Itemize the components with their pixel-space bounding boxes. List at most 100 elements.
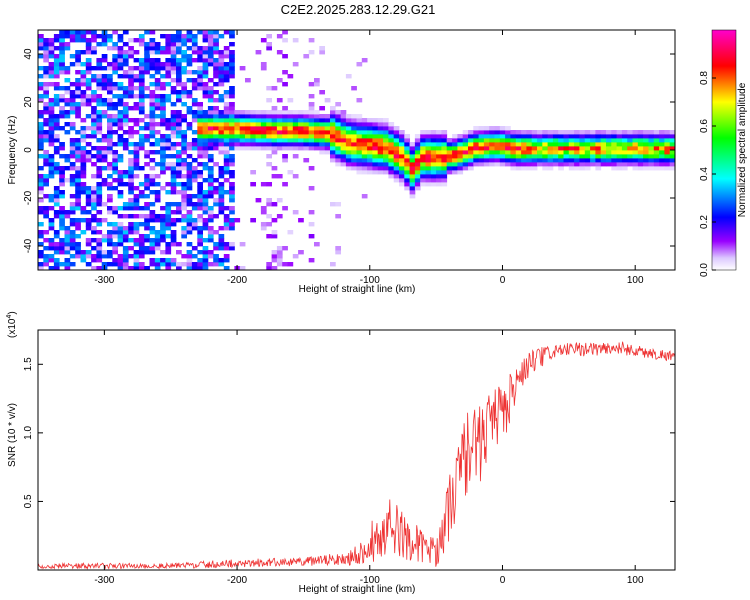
spectrogram-cell (160, 122, 166, 127)
spectrogram-cell (43, 66, 50, 71)
spectrogram-cell (308, 134, 315, 139)
spectrogram-cell (202, 110, 209, 115)
spectrogram-cell (335, 114, 342, 119)
spectrogram-cell (436, 134, 442, 139)
spectrogram-cell (420, 154, 426, 159)
spectrogram-cell (452, 138, 458, 143)
spectrogram-cell (207, 226, 214, 231)
spectrogram-cell (616, 142, 623, 147)
spectrogram-cell (133, 238, 140, 243)
spectrogram-cell (388, 138, 395, 143)
spectrogram-cell (107, 234, 113, 239)
spectrogram-cell (271, 134, 278, 139)
spectrogram-cell (107, 38, 113, 43)
spectrogram-cell (425, 138, 432, 143)
spectrogram-cell (478, 142, 485, 147)
spectrogram-cell (202, 90, 209, 95)
spectrogram-cell (117, 222, 124, 227)
spectrogram-cell (149, 130, 156, 135)
spectrogram-cell (181, 86, 188, 91)
spectrogram-cell (276, 122, 283, 127)
spectrogram-cell (611, 130, 618, 135)
spectrogram-cell (574, 154, 580, 159)
spectrogram-cell (351, 154, 357, 159)
spectrogram-cell (38, 254, 44, 259)
spectrogram-cell (213, 34, 219, 39)
spectrogram-cell (526, 166, 533, 171)
spectrogram-cell (255, 146, 262, 151)
spectrogram-cell (229, 222, 235, 227)
spectrogram-cell (160, 86, 166, 91)
spectrogram-cell (510, 158, 517, 163)
spectrogram-cell (590, 158, 596, 163)
spectrogram-cell (393, 162, 400, 167)
snr-y-ticks: 0.51.01.5 (23, 357, 675, 508)
spectrogram-cell (53, 102, 60, 107)
spectrogram-cell (250, 138, 257, 143)
spectrogram-cell (165, 190, 172, 195)
spectrogram-cell (101, 98, 108, 103)
spectrogram-cell (260, 206, 267, 211)
spectrogram-cell (314, 78, 320, 83)
spectrogram-cell (505, 146, 511, 151)
spectrogram-cell (521, 146, 527, 151)
spectrogram-cell (122, 30, 129, 35)
spectrogram-cell (213, 142, 219, 147)
spectrogram-cell (271, 230, 278, 235)
spectrogram-cell (377, 130, 384, 135)
spectrogram-cell (521, 158, 527, 163)
spectrogram-cell (91, 246, 97, 251)
spectrogram-cell (176, 78, 182, 83)
spectrogram-cell (637, 146, 644, 151)
spectrogram-cell (579, 154, 586, 159)
spectrogram-cell (330, 106, 336, 111)
spectrogram-cell (122, 70, 129, 75)
spectrogram-cell (133, 150, 140, 155)
spectrogram-cell (38, 138, 44, 143)
spectrogram-cell (314, 134, 320, 139)
spectrogram-cell (441, 154, 448, 159)
spectrogram-cell (181, 254, 188, 259)
spectrogram-cell (213, 258, 219, 263)
spectrogram-cell (186, 30, 193, 35)
spectrogram-cell (473, 154, 480, 159)
spectrogram-cell (117, 94, 124, 99)
spectrogram-cell (80, 146, 87, 151)
spectrogram-cell (436, 150, 442, 155)
spectrogram-cell (80, 186, 87, 191)
spectrogram-cell (112, 122, 119, 127)
spectrogram-cell (574, 162, 580, 167)
spectrogram-cell (223, 54, 230, 59)
spectrogram-cell (165, 258, 172, 263)
spectrogram-cell (117, 238, 124, 243)
spectrogram-cell (314, 142, 320, 147)
figure-title: C2E2.2025.283.12.29.G21 (281, 2, 436, 17)
spectrogram-cell (181, 146, 188, 151)
spectrogram-cell (186, 90, 193, 95)
spectrogram-cell (579, 158, 586, 163)
spectrogram-cell (223, 50, 230, 55)
spectrogram-cell (122, 262, 129, 267)
spectrogram-cell (85, 102, 92, 107)
spectrogram-cell (85, 66, 92, 71)
spectrogram-cell (80, 50, 87, 55)
spectrogram-cell (223, 66, 230, 71)
spectrogram-cell (53, 214, 60, 219)
spectrogram-cell (202, 226, 209, 231)
spectrogram-cell (239, 114, 246, 119)
spectrogram-cell (38, 42, 44, 47)
spectrogram-cell (191, 58, 198, 63)
spectrogram-cell (149, 58, 156, 63)
spectrogram-cell (91, 134, 97, 139)
spectrogram-cell (436, 130, 442, 135)
spectrogram-cell (276, 126, 283, 131)
spectrogram-cell (664, 130, 671, 135)
spectrogram-cell (53, 266, 60, 270)
spectrogram-cell (117, 118, 124, 123)
spectrogram-cell (170, 142, 177, 147)
spectrogram-cell (53, 62, 60, 67)
spectrogram-cell (340, 114, 347, 119)
spectrogram-cell (191, 46, 198, 51)
spectrogram-cell (324, 138, 331, 143)
spectrogram-cell (372, 142, 379, 147)
